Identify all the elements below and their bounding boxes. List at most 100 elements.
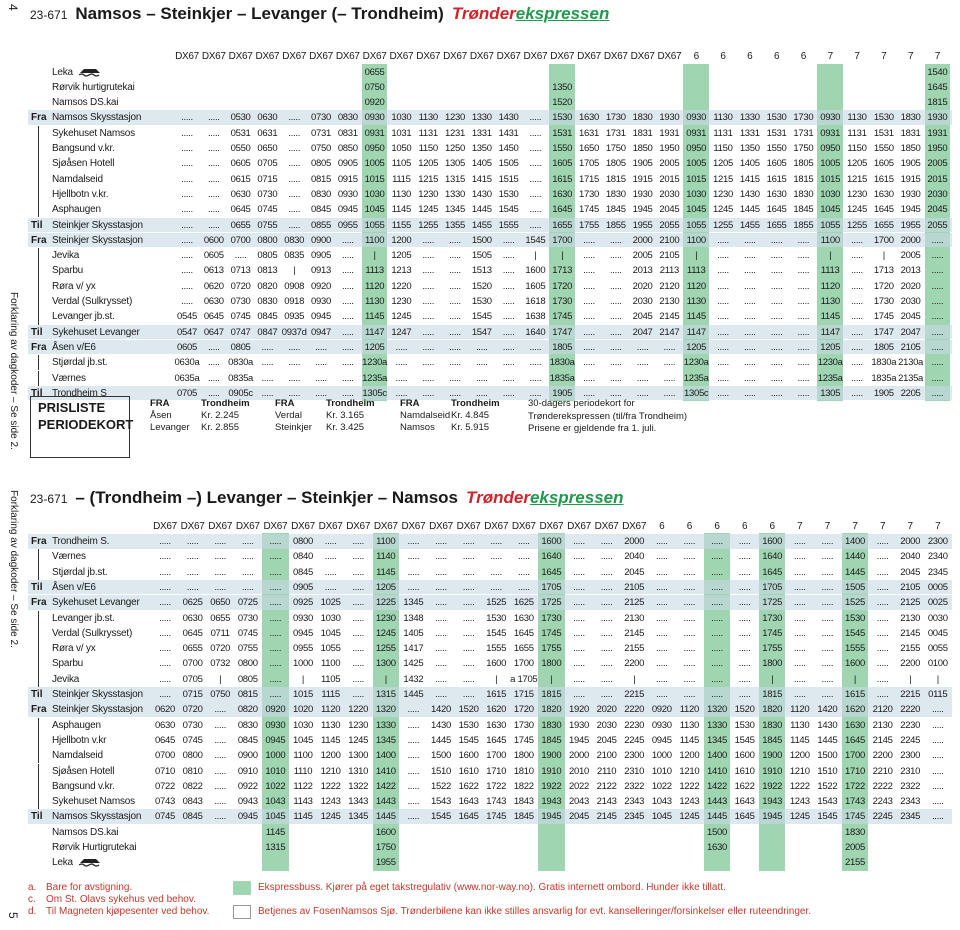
departure-time: 1225 <box>375 597 396 609</box>
departure-time: ..... <box>207 173 220 185</box>
departure-time: ..... <box>449 341 461 353</box>
departure-time: | <box>550 673 553 685</box>
departure-time: 1630 <box>707 842 727 853</box>
day-code: 7 <box>797 521 803 532</box>
departure-time: 1445 <box>375 811 396 823</box>
departure-time: 0747 <box>230 326 251 338</box>
departure-time: 1305c <box>362 387 387 399</box>
stop-connector <box>38 141 39 157</box>
departure-time: ..... <box>683 643 696 655</box>
departure-time: 1835a <box>871 372 897 384</box>
day-code: 6 <box>773 51 780 62</box>
departure-time: 1900 <box>541 750 562 762</box>
departure-time: 2200 <box>624 658 645 670</box>
price-value: Kr. 3.165 <box>326 410 365 421</box>
departure-time: 0822 <box>182 780 203 792</box>
departure-time: 1835a <box>549 372 575 384</box>
departure-time: 0750 <box>364 81 385 93</box>
departure-time: ..... <box>793 627 806 639</box>
departure-time: 2040 <box>900 551 921 563</box>
departure-time: ..... <box>609 387 622 399</box>
departure-time: 1230 <box>418 188 439 200</box>
price-value: Kr. 4.845 <box>451 410 490 421</box>
departure-time: ..... <box>683 689 696 700</box>
departure-time: 0813 <box>257 265 278 277</box>
departure-time: 1030 <box>686 188 707 200</box>
row-shade <box>28 339 952 355</box>
departure-time: 1255 <box>713 219 733 231</box>
departure-time: ..... <box>609 296 622 307</box>
departure-time: ..... <box>655 627 668 639</box>
departure-time: 0845 <box>293 566 313 578</box>
stop-name: Røra v/ yx <box>52 643 96 655</box>
departure-time: 1955 <box>632 219 653 231</box>
departure-time: | <box>829 250 832 262</box>
price-from-label: FRA <box>150 398 170 409</box>
stop-connector <box>38 370 39 386</box>
day-code: DX67 <box>539 521 564 532</box>
departure-time: 1043 <box>265 796 286 808</box>
departure-time: ..... <box>683 566 696 578</box>
departure-time: ..... <box>876 673 889 685</box>
departure-time: 1130 <box>790 719 810 731</box>
ship-icon <box>79 859 100 867</box>
departure-time: ..... <box>636 357 649 369</box>
departure-time: ..... <box>462 612 475 624</box>
departure-time: ..... <box>529 357 542 369</box>
departure-time: ..... <box>341 296 354 307</box>
departure-time: 2220 <box>900 704 921 716</box>
price-heading: PERIODEKORT <box>38 417 134 432</box>
departure-time: 1600 <box>525 265 546 277</box>
departure-time: 1425 <box>403 658 424 670</box>
departure-time: ..... <box>743 387 756 399</box>
departure-time: 1750 <box>793 143 814 154</box>
departure-time: 0845 <box>182 811 203 823</box>
departure-time: 2345 <box>900 811 921 823</box>
day-code: DX67 <box>335 51 360 62</box>
brand: Trønder <box>466 488 530 507</box>
departure-time: ..... <box>462 658 475 670</box>
departure-time: 1445 <box>403 689 424 700</box>
departure-time: 0625 <box>182 597 203 609</box>
departure-time: ..... <box>269 658 282 670</box>
departure-time: 0905 <box>337 158 358 170</box>
row-prefix: Til <box>31 326 43 338</box>
day-code: 7 <box>827 51 834 62</box>
day-code: DX67 <box>577 51 601 62</box>
departure-time: 0755 <box>237 643 258 655</box>
departure-time: ..... <box>931 387 944 399</box>
departure-time: 1115 <box>321 689 340 700</box>
departure-time: 0025 <box>927 597 948 609</box>
departure-time: 2130 <box>872 719 893 731</box>
departure-time: 0915 <box>337 173 358 185</box>
departure-time: 1945 <box>762 811 783 823</box>
departure-time: 1213 <box>391 265 412 277</box>
day-code: 7 <box>852 521 858 532</box>
departure-time: 1310 <box>348 765 369 777</box>
departure-time: 1055 <box>364 219 385 231</box>
departure-time: 0722 <box>155 780 175 792</box>
departure-time: 0937d <box>281 326 307 338</box>
stop-connector <box>38 778 39 795</box>
departure-time: ..... <box>770 296 783 307</box>
departure-time: ..... <box>876 536 889 547</box>
departure-time: 2130 <box>659 296 680 307</box>
departure-time: ..... <box>793 673 806 685</box>
stop-name: Trondheim S. <box>52 536 110 547</box>
departure-time: 2047 <box>632 326 653 338</box>
departure-time: ..... <box>738 597 751 609</box>
departure-time: 1545 <box>486 627 507 639</box>
departure-time: 1400 <box>707 750 727 762</box>
departure-time: | <box>633 673 636 685</box>
departure-time: 1745 <box>513 734 534 746</box>
departure-time: 2340 <box>927 551 948 563</box>
departure-time: ..... <box>573 551 585 563</box>
departure-time: ..... <box>797 296 810 307</box>
departure-time: 1725 <box>541 597 562 609</box>
price-value: Kr. 2.855 <box>201 422 240 433</box>
departure-time: 0935 <box>284 311 305 323</box>
departure-time: 2110 <box>596 765 617 777</box>
departure-time: ..... <box>234 250 247 262</box>
departure-time: 0750 <box>311 143 331 154</box>
